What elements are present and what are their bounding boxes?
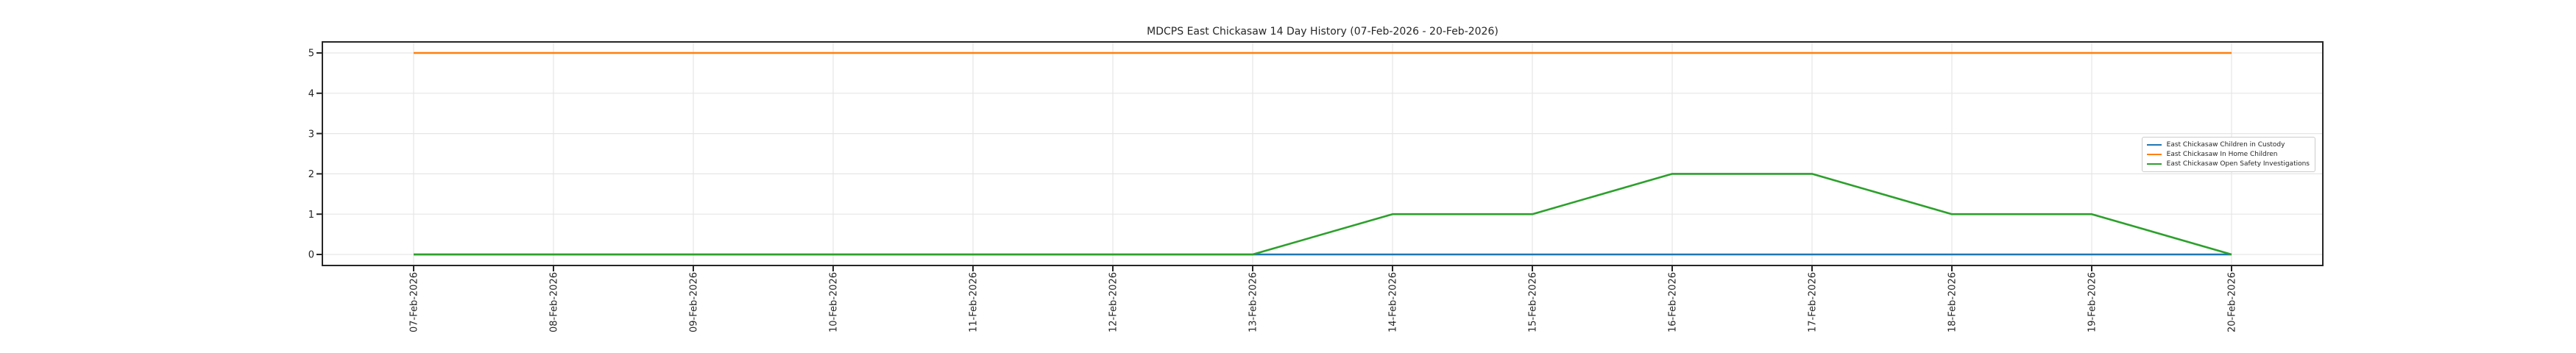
x-tick-label: 17-Feb-2026: [1808, 272, 1819, 332]
x-tick-label: 19-Feb-2026: [2087, 272, 2098, 332]
legend-swatch-line-icon: [2146, 143, 2162, 146]
y-tick-label: 3: [308, 129, 314, 140]
legend-item: East Chickasaw Children in Custody: [2146, 140, 2310, 149]
x-tick-label: 13-Feb-2026: [1248, 272, 1259, 332]
legend-swatch-line-icon: [2146, 153, 2162, 156]
legend: East Chickasaw Children in Custody East C…: [2141, 137, 2315, 172]
x-tick-label: 07-Feb-2026: [409, 272, 420, 332]
legend-label: East Chickasaw In Home Children: [2166, 151, 2278, 158]
series-line-east-chickasaw-open-safety-investigations: [414, 173, 2232, 256]
x-tick-label: 11-Feb-2026: [969, 272, 980, 332]
legend-label: East Chickasaw Open Safety Investigation…: [2166, 160, 2310, 168]
y-tick-label: 0: [308, 250, 314, 261]
x-tick-label: 16-Feb-2026: [1668, 272, 1679, 332]
x-tick-label: 08-Feb-2026: [549, 272, 560, 332]
legend-item: East Chickasaw In Home Children: [2146, 150, 2310, 159]
legend-item: East Chickasaw Open Safety Investigation…: [2146, 160, 2310, 168]
chart-title: MDCPS East Chickasaw 14 Day History (07-…: [1147, 26, 1498, 38]
x-tick-label: 10-Feb-2026: [829, 272, 840, 332]
legend-label: East Chickasaw Children in Custody: [2166, 141, 2285, 149]
x-tick-label: 09-Feb-2026: [689, 272, 700, 332]
y-tick-label: 4: [308, 89, 314, 100]
y-tick-label: 5: [308, 49, 314, 60]
x-tick-label: 20-Feb-2026: [2227, 272, 2238, 332]
legend-swatch-line-icon: [2146, 163, 2162, 165]
y-tick-label: 2: [308, 169, 314, 180]
x-tick-label: 15-Feb-2026: [1528, 272, 1539, 332]
x-tick-label: 18-Feb-2026: [1947, 272, 1958, 332]
y-tick-label: 1: [308, 210, 314, 221]
x-tick-label: 12-Feb-2026: [1108, 272, 1119, 332]
axes-spines: [322, 41, 2324, 266]
x-tick-label: 14-Feb-2026: [1388, 272, 1399, 332]
